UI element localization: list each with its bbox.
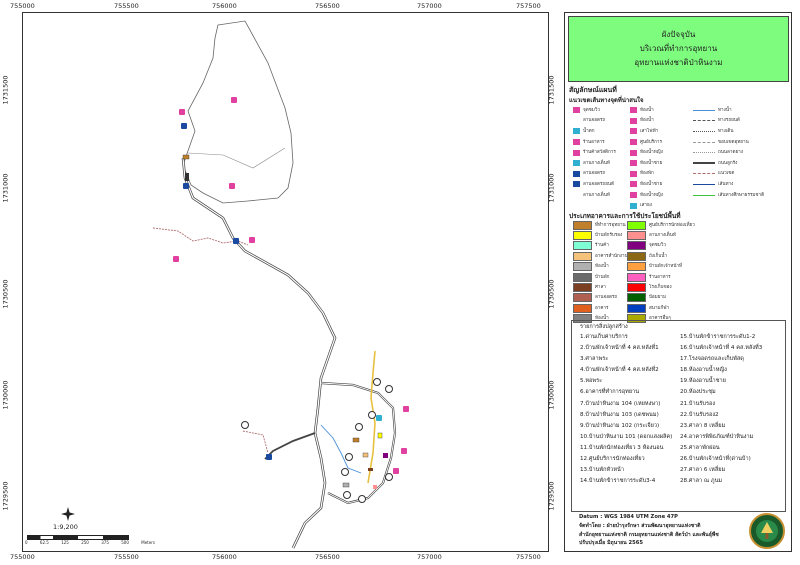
toilet-icon bbox=[401, 448, 407, 454]
walking-trail bbox=[242, 430, 269, 454]
power-icon bbox=[630, 128, 637, 135]
symbols-col-1: จุดชมวิว ลานจอดรถ น้ำตก ร้านอาหาร ร้านค้… bbox=[573, 105, 616, 200]
restaurant-icon bbox=[573, 139, 580, 146]
map-frame: 1:9,200 0 62.5 125 250 375 500 Meters bbox=[22, 12, 549, 552]
map-canvas bbox=[152, 20, 397, 549]
title-line-3: อุทยานแห่งชาติป่าหินงาม bbox=[634, 58, 723, 67]
legend-panel: ผังปัจจุบัน บริเวณที่ทำการอุทยาน อุทยานแ… bbox=[564, 12, 792, 552]
parking-icon bbox=[573, 170, 580, 177]
updated-text: ปรับปรุงเมื่อ มิถุนายน 2565 bbox=[579, 540, 643, 547]
building-number-marker bbox=[385, 473, 393, 481]
easting-label: 757500 bbox=[516, 2, 541, 10]
easting-label: 755500 bbox=[114, 2, 139, 10]
poi-icon bbox=[231, 97, 237, 103]
parking-icon bbox=[183, 183, 189, 189]
building-list-col-1: 1.ด่านเก็บค่าบริการ 2.บ้านพักเจ้าหน้าที่ … bbox=[580, 334, 673, 485]
department-logo-icon bbox=[749, 513, 785, 549]
easting-label: 757500 bbox=[516, 553, 541, 561]
northing-label: 1729500 bbox=[1, 481, 10, 511]
easting-label: 757000 bbox=[417, 553, 442, 561]
building-list-col-2: 15.บ้านพักข้าราชการระดับ1-2 16.บ้านพักเจ้… bbox=[680, 334, 763, 485]
building-list-heading: รายการสิ่งปลูกสร้าง bbox=[580, 324, 628, 330]
landuse-col-1: ที่ทำการอุทยาน บ้านพักรับรอง ร้านค้า อาค… bbox=[573, 220, 628, 324]
building-number-marker bbox=[368, 411, 376, 419]
waterfall-icon bbox=[573, 128, 580, 135]
building-number-marker bbox=[373, 378, 381, 386]
female-toilet-icon bbox=[630, 149, 637, 156]
main-road bbox=[181, 157, 337, 549]
building-number-marker bbox=[358, 495, 366, 503]
toilet-icon bbox=[249, 237, 255, 243]
northing-label: 1730500 bbox=[1, 279, 10, 309]
north-arrow-icon bbox=[61, 506, 75, 521]
organization-text: สำนักอุทยานแห่งชาติ กรมอุทยานแห่งชาติ สั… bbox=[579, 531, 719, 538]
northing-label: 1731000 bbox=[1, 173, 10, 203]
building-number-marker bbox=[241, 421, 249, 429]
male-toilet-icon bbox=[630, 160, 637, 167]
parking-icon bbox=[181, 123, 187, 129]
toilet-icon bbox=[403, 406, 409, 412]
toilet-icon bbox=[393, 468, 399, 474]
building-list: รายการสิ่งปลูกสร้าง 1.ด่านเก็บค่าบริการ 2… bbox=[571, 320, 786, 512]
viewpoint-icon bbox=[573, 107, 580, 114]
toilet-icon bbox=[630, 117, 637, 124]
branch-road bbox=[264, 432, 316, 460]
building-number-marker bbox=[385, 385, 393, 393]
parking-icon bbox=[266, 454, 272, 460]
title-line-1: ผังปัจจุบัน bbox=[661, 30, 696, 39]
car-park-icon bbox=[573, 181, 580, 188]
poi-icon bbox=[173, 256, 179, 262]
yellow-road bbox=[367, 350, 376, 484]
loop-road bbox=[320, 381, 397, 505]
building-number-marker bbox=[355, 423, 363, 431]
map-footer: Datum : WGS 1984 UTM Zone 47P จัดทำโดย :… bbox=[579, 513, 719, 548]
poi-icon bbox=[229, 183, 235, 189]
easting-label: 756000 bbox=[212, 553, 237, 561]
poi-icon bbox=[179, 109, 185, 115]
symbols-col-2: ห้องน้ำ ห้องน้ำ เสาไฟฟ้า ศูนย์บริการ ห้อ… bbox=[630, 105, 663, 211]
female-toilet-icon bbox=[630, 192, 637, 199]
routes-heading: แนวเขตเส้นทางจุดที่น่าสนใจ bbox=[569, 97, 644, 104]
park-boundary bbox=[182, 20, 294, 204]
scale-bar bbox=[27, 535, 129, 540]
symbols-heading: สัญลักษณ์แผนที่ bbox=[569, 86, 617, 94]
stream bbox=[320, 424, 362, 474]
easting-label: 756500 bbox=[315, 553, 340, 561]
scale-ratio: 1:9,200 bbox=[53, 523, 78, 531]
room-icon bbox=[630, 170, 637, 177]
building-number-marker bbox=[343, 491, 351, 499]
northing-label: 1731500 bbox=[1, 75, 10, 105]
easting-label: 756500 bbox=[315, 2, 340, 10]
title-line-2: บริเวณที่ทำการอุทยาน bbox=[639, 44, 718, 53]
easting-label: 757000 bbox=[417, 2, 442, 10]
parking-icon bbox=[233, 238, 239, 244]
service-icon bbox=[630, 139, 637, 146]
made-by-text: จัดทำโดย : ฝ่ายบำรุงรักษา ส่วนพัฒนาอุทยา… bbox=[579, 522, 701, 529]
landuse-col-2: ศูนย์บริการนักท่องเที่ยว ลานกางเต็นท์ จุ… bbox=[627, 220, 695, 324]
easting-label: 755500 bbox=[114, 553, 139, 561]
male-toilet-icon bbox=[630, 181, 637, 188]
landuse-heading: ประเภทอาคารและการใช้ประโยชน์พื้นที่ bbox=[569, 212, 681, 220]
scale-ticks: 0 62.5 125 250 375 500 Meters bbox=[25, 540, 155, 545]
building-number-marker bbox=[345, 453, 353, 461]
tent-icon bbox=[573, 160, 580, 167]
line-legend: ทางน้ำ ทางรถยนต์ ทางเดิน ขอบเขตอุทยาน ถน… bbox=[693, 105, 764, 200]
easting-label: 755000 bbox=[10, 2, 35, 10]
title-box: ผังปัจจุบัน บริเวณที่ทำการอุทยาน อุทยานแ… bbox=[568, 16, 789, 82]
walking-trail bbox=[152, 227, 249, 246]
shop-icon bbox=[573, 149, 580, 156]
easting-label: 756000 bbox=[212, 2, 237, 10]
easting-label: 755000 bbox=[10, 553, 35, 561]
datum-text: Datum : WGS 1984 UTM Zone 47P bbox=[579, 514, 678, 520]
camping-icon bbox=[376, 415, 382, 421]
building-number-marker bbox=[341, 468, 349, 476]
northing-label: 1730000 bbox=[1, 380, 10, 410]
toilet-icon bbox=[630, 107, 637, 114]
flag-icon bbox=[630, 202, 637, 209]
inner-trail bbox=[187, 147, 286, 169]
